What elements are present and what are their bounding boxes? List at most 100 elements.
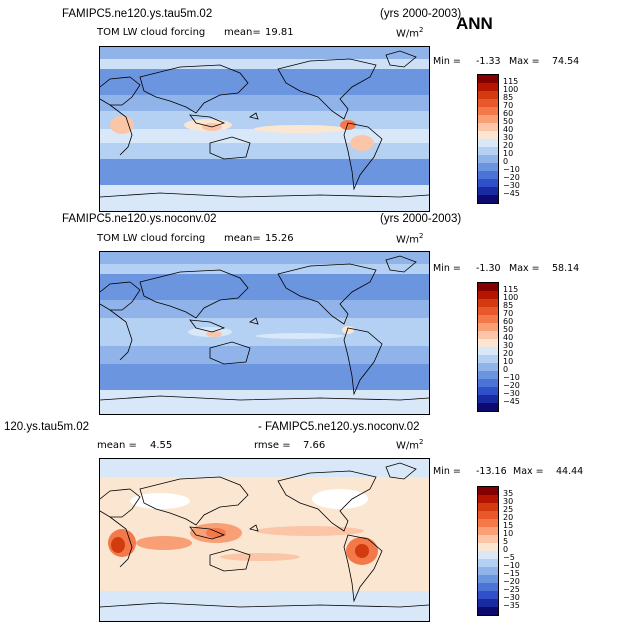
colorbar-swatch [478, 535, 498, 543]
panel3-field-arctic [100, 459, 429, 477]
panel2-coastlines [100, 255, 429, 401]
panel3-field-amazon-peak [355, 544, 369, 558]
panel1-mean-value: 19.81 [265, 27, 294, 38]
panel1-min-value: -1.33 [476, 56, 501, 67]
panel2-coast-eurasia [139, 269, 249, 319]
panel3-coast-antarctica [100, 602, 429, 608]
colorbar-tick-label: −10 [503, 373, 520, 382]
colorbar-tick-label: 25 [503, 505, 514, 514]
colorbar-tick-label: 0 [503, 545, 509, 554]
panel2-coast-maritime [189, 319, 226, 333]
panel3-field-indian-ocean [136, 536, 192, 550]
colorbar-tick-label: 115 [503, 77, 519, 86]
colorbar-tick-label: 70 [503, 309, 514, 318]
colorbar-tick-label: −30 [503, 389, 520, 398]
panel3-case-title: 120.ys.tau5m.02 [4, 421, 90, 433]
colorbar-swatch [478, 91, 498, 99]
colorbar-tick-label: 85 [503, 301, 514, 310]
panel2-coast-islands [249, 317, 259, 325]
colorbar-swatch [478, 195, 498, 203]
panel3-rmse-value: 7.66 [303, 440, 326, 451]
panel2-min-label: Min = [433, 263, 461, 274]
colorbar-tick-label: 85 [503, 93, 514, 102]
colorbar-swatch [478, 307, 498, 315]
panel1-field-nh-mid [100, 95, 429, 111]
colorbar-swatch [478, 387, 498, 395]
panel1-field-subtrop [100, 111, 429, 129]
colorbar-swatch [478, 99, 498, 107]
panel3-coastlines [100, 462, 429, 608]
colorbar-tick-label: 100 [503, 293, 519, 302]
panel1-coast-s-america [343, 122, 383, 191]
colorbar-tick-label: −20 [503, 381, 520, 390]
panel3-min-value: -13.16 [476, 466, 507, 477]
colorbar-tick-label: 10 [503, 357, 514, 366]
colorbar-tick-label: 40 [503, 125, 514, 134]
panel2-coast-n-america [277, 263, 377, 325]
colorbar-tick-label: 30 [503, 133, 514, 142]
panel1-coast-africa-s [109, 104, 133, 156]
panel3-field-namerica-neutral [312, 489, 368, 509]
panel1-coast-maritime [189, 114, 226, 128]
panel2-field-sh-storm [100, 364, 429, 390]
colorbar-tick-label: 30 [503, 497, 514, 506]
colorbar-swatch [478, 115, 498, 123]
colorbar-tick-label: −10 [503, 561, 520, 570]
colorbar-swatch [478, 559, 498, 567]
colorbar-tick-label: 0 [503, 157, 509, 166]
colorbar-tick-label: 10 [503, 149, 514, 158]
colorbar-tick-label: 5 [503, 537, 509, 546]
colorbar-tick-label: 70 [503, 101, 514, 110]
colorbar-tick-label: −20 [503, 577, 520, 586]
panel3-colorbar [477, 486, 499, 616]
panel3-field-spcz [220, 553, 300, 561]
panel3-max-label: Max = [513, 466, 544, 477]
colorbar-swatch [478, 575, 498, 583]
colorbar-swatch [478, 599, 498, 607]
colorbar-tick-label: 50 [503, 325, 514, 334]
panel1-coast-n-america [277, 58, 377, 120]
panel3-coast-n-america [277, 470, 377, 532]
panel3-field-eurasia-neutral [130, 493, 190, 509]
colorbar-tick-label: 20 [503, 141, 514, 150]
colorbar-swatch [478, 363, 498, 371]
panel2-case-title: FAMIPC5.ne120.ys.noconv.02 [62, 213, 217, 225]
panel2-field-nh-mid [100, 300, 429, 318]
panel1-years: (yrs 2000-2003) [380, 8, 462, 20]
panel3-max-value: 44.44 [556, 466, 584, 477]
panel1-variable: TOM LW cloud forcing [97, 27, 206, 38]
panel3-rmse-label: rmse = [254, 440, 291, 451]
panel1-units: W/m2 [396, 26, 424, 40]
panel1-map-svg [100, 47, 429, 211]
colorbar-tick-label: 30 [503, 341, 514, 350]
panel1-coast-australia [209, 136, 251, 160]
colorbar-swatch [478, 299, 498, 307]
panel1-colorbar [477, 74, 499, 204]
panel3-field-warm-pool-core [206, 528, 226, 538]
panel2-map [99, 251, 430, 415]
colorbar-swatch [478, 171, 498, 179]
panel2-field-panama [342, 326, 354, 334]
panel2-field-nh-storm [100, 274, 429, 300]
panel2-field-itcz [256, 333, 344, 339]
colorbar-swatch [478, 583, 498, 591]
colorbar-swatch [478, 527, 498, 535]
colorbar-swatch [478, 75, 498, 83]
figure-title: ANN [456, 14, 493, 33]
colorbar-swatch [478, 123, 498, 131]
panel3-coast-islands [249, 524, 259, 532]
colorbar-tick-label: 15 [503, 521, 514, 530]
panel2-map-svg [100, 252, 429, 414]
panel1-field-nh-storm [100, 69, 429, 95]
panel2-coast-africa-n [100, 281, 141, 311]
panel3-coast-greenland [385, 462, 417, 480]
colorbar-swatch [478, 355, 498, 363]
panel1-field-sh-subtrop [100, 143, 429, 159]
colorbar-swatch [478, 347, 498, 355]
panel3-coast-eurasia [139, 476, 249, 526]
colorbar-tick-label: −15 [503, 569, 520, 578]
panel2-field-warm-pool-core [206, 331, 222, 337]
colorbar-tick-label: 10 [503, 529, 514, 538]
panel2-variable: TOM LW cloud forcing [97, 233, 206, 244]
panel3-mean-value: 4.55 [150, 440, 173, 451]
